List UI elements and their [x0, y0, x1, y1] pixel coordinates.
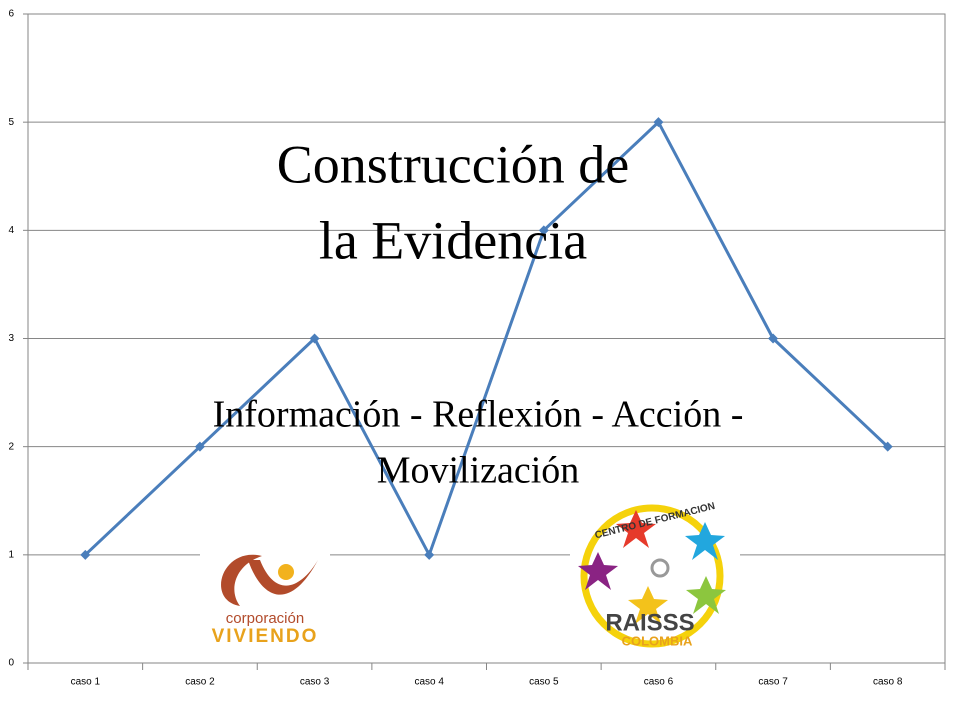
logo-text: corporación [226, 610, 304, 627]
y-tick-label: 4 [8, 225, 14, 236]
data-point [653, 117, 664, 128]
x-tick-label: caso 2 [185, 677, 215, 688]
data-point [80, 549, 91, 560]
logo-figure [628, 586, 668, 624]
logo-figure [616, 510, 656, 548]
y-tick-label: 5 [8, 117, 14, 128]
data-point [538, 225, 549, 236]
data-point [768, 333, 779, 344]
slide-subtitle: Información - Reflexión - Acción - [213, 394, 744, 436]
y-tick-label: 3 [8, 333, 14, 344]
logo-text: RAISSS [605, 609, 694, 636]
slide-subtitle: Movilización [377, 450, 580, 492]
data-point [424, 549, 435, 560]
slide-title: la Evidencia [319, 210, 587, 270]
slide-title: Construcción de [277, 134, 629, 194]
logo-sun [278, 564, 294, 580]
logo-swoosh [248, 560, 318, 595]
y-tick-label: 6 [8, 9, 14, 20]
logo-figure [685, 522, 725, 560]
y-tick-label: 0 [8, 658, 14, 669]
logo-background [200, 545, 330, 650]
logo-swoosh [221, 554, 262, 606]
logo-figure [578, 552, 618, 590]
logo-text: VIVIENDO [212, 626, 319, 647]
x-tick-label: caso 1 [71, 677, 101, 688]
x-tick-label: caso 7 [758, 677, 788, 688]
y-tick-label: 1 [8, 549, 14, 560]
x-tick-label: caso 8 [873, 677, 903, 688]
logo-figure [686, 576, 726, 614]
series-line [84, 120, 889, 557]
logo-center [650, 558, 670, 578]
x-tick-label: caso 5 [529, 677, 559, 688]
x-tick-label: caso 6 [644, 677, 674, 688]
logo-text: COLOMBIA [622, 633, 693, 648]
logo-ring [580, 504, 724, 648]
x-tick-label: caso 3 [300, 677, 330, 688]
x-tick-label: caso 4 [414, 677, 444, 688]
data-point [309, 333, 320, 344]
data-point [882, 441, 893, 452]
data-point [194, 441, 205, 452]
y-tick-label: 2 [8, 441, 14, 452]
